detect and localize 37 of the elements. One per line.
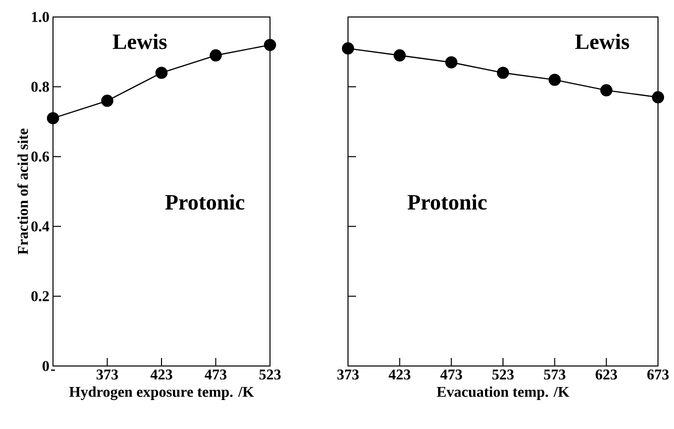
x-tick-label: 423 — [388, 370, 410, 380]
point — [46, 112, 60, 124]
x-tick-label: 523 — [259, 370, 281, 380]
y-tick-label: 0 — [42, 360, 49, 372]
x-tick-label: 623 — [596, 370, 618, 380]
x-tick-label: 573 — [544, 370, 566, 380]
x-tick-label: - — [51, 370, 55, 371]
point — [394, 49, 406, 62]
point — [101, 94, 114, 107]
y-tick-label: 0.4 — [31, 221, 50, 232]
x-tick-label: 473 — [204, 370, 226, 380]
x-tick-label: 673 — [647, 370, 669, 380]
y-tick-label: 0.8 — [31, 82, 49, 92]
x-tick-label: 373 — [337, 370, 359, 380]
x-tick-label: 473 — [440, 370, 462, 380]
annotation: Lewis — [575, 34, 630, 50]
x-tick-label: 423 — [150, 370, 172, 380]
point — [496, 66, 510, 79]
point — [600, 84, 612, 96]
y-tick-label: 0.2 — [31, 291, 49, 302]
y-tick-label: 0.6 — [31, 152, 50, 162]
y-tick-label: 1.0 — [32, 12, 49, 22]
point — [155, 66, 168, 79]
annotation: Protonic — [408, 194, 487, 210]
point — [342, 42, 354, 55]
x-tick-label: 523 — [492, 370, 514, 380]
point — [210, 49, 222, 62]
point — [445, 56, 458, 68]
point — [264, 38, 276, 52]
annotation: Protonic — [165, 194, 244, 210]
y-axis-title: Fraction of acid site — [17, 128, 28, 255]
annotation: Lewis — [112, 34, 167, 50]
x-tick-label: 373 — [96, 370, 118, 380]
x-axis-title: Evacuation temp. /K — [436, 386, 570, 400]
point — [548, 74, 561, 86]
x-axis-title: Hydrogen exposure temp. /K — [69, 386, 254, 400]
point — [652, 91, 664, 104]
